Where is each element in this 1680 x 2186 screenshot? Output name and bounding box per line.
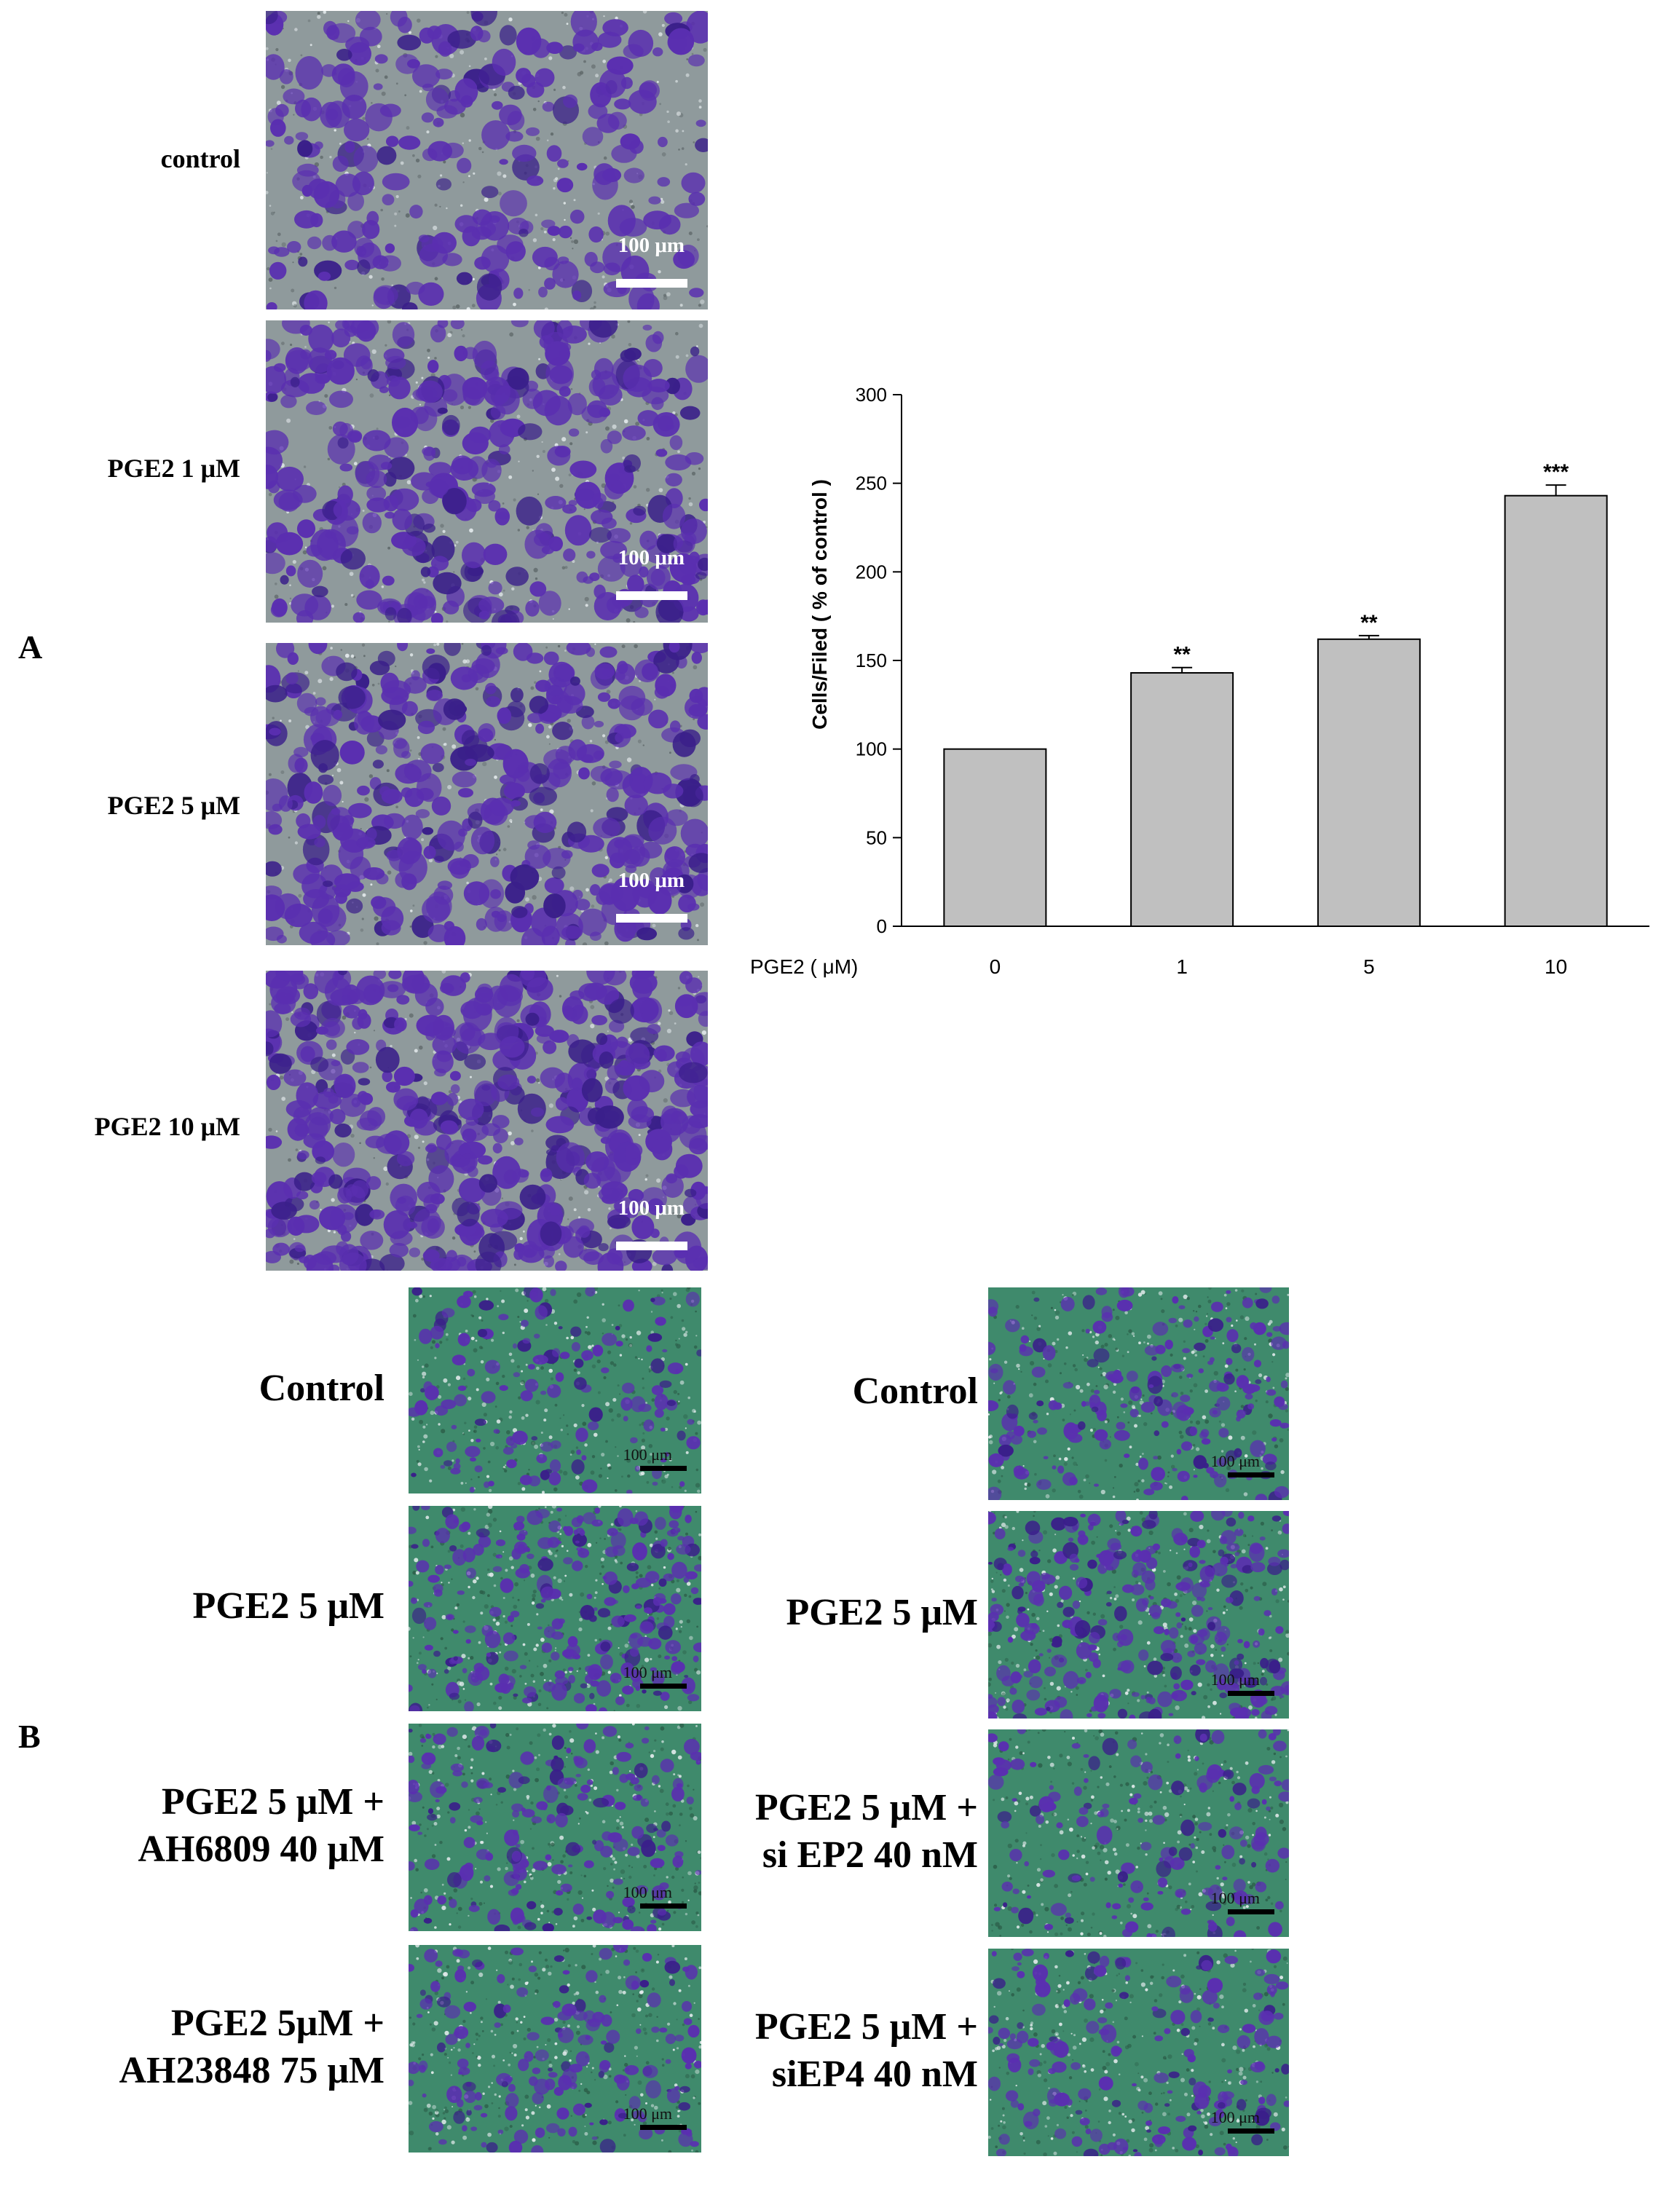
micrograph-b-right-2: 100 μm: [988, 1729, 1289, 1937]
micrograph-texture: [409, 1287, 701, 1493]
bar-5: [1317, 638, 1421, 927]
panel-a-label-control: control: [160, 144, 240, 173]
label-line: siEP4 40 nM: [771, 2053, 978, 2095]
scale-bar: [640, 1684, 687, 1689]
label-line: PGE2 5 μM: [786, 1591, 978, 1633]
micrograph-b-left-0: 100 μm: [409, 1287, 701, 1493]
scale-label: 100 μm: [618, 1196, 685, 1220]
scale-label: 100 μm: [1210, 1452, 1260, 1470]
x-axis-label: PGE2 ( μM): [750, 955, 858, 978]
panel-letter-a: A: [18, 628, 43, 666]
micrograph-texture: [988, 1949, 1289, 2156]
y-tick-label: 100: [856, 738, 887, 760]
scale-bar: [1228, 1691, 1274, 1696]
panel-b-right-label-3: PGE2 5 μM + siEP4 40 nM: [599, 2003, 978, 2098]
scale-bar: [640, 2125, 687, 2130]
micrograph-b-right-3: 100 μm: [988, 1949, 1289, 2156]
scale-bar: [616, 914, 687, 923]
micrograph-texture: [409, 1945, 701, 2153]
micrograph-texture: [266, 643, 708, 945]
scale-label: 100 μm: [623, 1883, 672, 1901]
micrograph-texture: [266, 320, 708, 623]
scale-label: 100 μm: [623, 2104, 672, 2123]
panel-b-right-label-2: PGE2 5 μM + si EP2 40 nM: [599, 1784, 978, 1879]
y-tick-label: 50: [866, 826, 887, 848]
panel-a-label-pge2-5: PGE2 5 μM: [107, 791, 240, 820]
significance-marker: **: [1173, 643, 1191, 667]
chart-bars: 0 ** 1 ** 5 *** 10: [943, 460, 1608, 978]
micrograph-a-control: 100 μm: [266, 11, 708, 309]
panel-b-right-label-1: PGE2 5 μM: [599, 1589, 978, 1636]
y-tick-label: 200: [856, 561, 887, 583]
micrograph-a-pge2-1: 100 μm: [266, 320, 708, 623]
micrograph-texture: [266, 11, 708, 309]
y-tick-label: 150: [856, 650, 887, 671]
micrograph-b-right-1: 100 μm: [988, 1511, 1289, 1719]
bar-chart: 0 50 100 150 200 250 300 0 ** 1 ** 5 *** 10 Cells/Fi…: [750, 384, 1649, 978]
scale-bar: [616, 1242, 687, 1250]
scale-label: 100 μm: [1210, 2108, 1260, 2126]
x-tick-label: 5: [1363, 955, 1375, 978]
scale-bar: [616, 591, 687, 600]
micrograph-a-pge2-5: 100 μm: [266, 643, 708, 945]
x-tick-label: 10: [1545, 955, 1567, 978]
label-line: si EP2 40 nM: [762, 1834, 978, 1876]
label-line: Control: [852, 1370, 978, 1412]
label-line: PGE2 5 μM: [192, 1585, 384, 1627]
bar-1: [1130, 672, 1234, 927]
scale-label: 100 μm: [623, 1663, 672, 1681]
y-tick-label: 0: [877, 915, 887, 937]
panel-b-left-label-1: PGE2 5 μM: [6, 1582, 384, 1630]
x-tick-label: 0: [990, 955, 1001, 978]
panel-a-label-pge2-10: PGE2 10 μM: [94, 1112, 240, 1141]
scale-bar: [1228, 1472, 1274, 1477]
label-line: PGE2 5 μM +: [754, 1786, 978, 1828]
panel-b-left-label-2: PGE2 5 μM + AH6809 40 μM: [6, 1778, 384, 1873]
scale-bar: [640, 1466, 687, 1471]
significance-marker: ***: [1543, 460, 1569, 484]
micrograph-texture: [266, 971, 708, 1271]
panel-letter-b: B: [18, 1718, 41, 1755]
scale-bar: [616, 279, 687, 288]
y-axis-label: Cells/Filed ( % of control ): [808, 479, 831, 730]
scale-label: 100 μm: [618, 546, 685, 569]
micrograph-b-right-0: 100 μm: [988, 1287, 1289, 1500]
micrograph-a-pge2-10: 100 μm: [266, 971, 708, 1271]
significance-marker: **: [1360, 611, 1378, 635]
scale-label: 100 μm: [1210, 1889, 1260, 1907]
y-tick-label: 300: [856, 384, 887, 406]
label-line: Control: [259, 1367, 384, 1409]
micrograph-b-left-1: 100 μm: [409, 1506, 701, 1711]
scale-label: 100 μm: [623, 1445, 672, 1464]
x-tick-label: 1: [1176, 955, 1188, 978]
label-line: PGE2 5 μM +: [161, 1780, 384, 1823]
micrograph-texture: [409, 1724, 701, 1931]
y-tick-label: 250: [856, 473, 887, 494]
panel-a-label-pge2-1: PGE2 1 μM: [107, 454, 240, 483]
scale-bar: [1228, 1909, 1274, 1914]
scale-label: 100 μm: [1210, 1670, 1260, 1689]
scale-bar: [1228, 2128, 1274, 2134]
micrograph-texture: [988, 1729, 1289, 1937]
panel-b-right-label-0: Control: [599, 1368, 978, 1415]
bar-10: [1504, 494, 1608, 927]
label-line: AH6809 40 μM: [138, 1828, 384, 1870]
micrograph-texture: [988, 1511, 1289, 1719]
label-line: PGE2 5μM +: [170, 2002, 384, 2044]
label-line: PGE2 5 μM +: [754, 2005, 978, 2048]
micrograph-texture: [409, 1506, 701, 1711]
panel-b-left-label-0: Control: [6, 1365, 384, 1412]
scale-label: 100 μm: [618, 869, 685, 892]
micrograph-texture: [988, 1287, 1289, 1500]
micrograph-b-left-3: 100 μm: [409, 1945, 701, 2153]
micrograph-b-left-2: 100 μm: [409, 1724, 701, 1931]
panel-b-left-label-3: PGE2 5μM + AH23848 75 μM: [6, 2000, 384, 2094]
bar-0: [943, 748, 1047, 928]
scale-bar: [640, 1903, 687, 1909]
scale-label: 100 μm: [618, 234, 685, 257]
label-line: AH23848 75 μM: [119, 2049, 384, 2091]
